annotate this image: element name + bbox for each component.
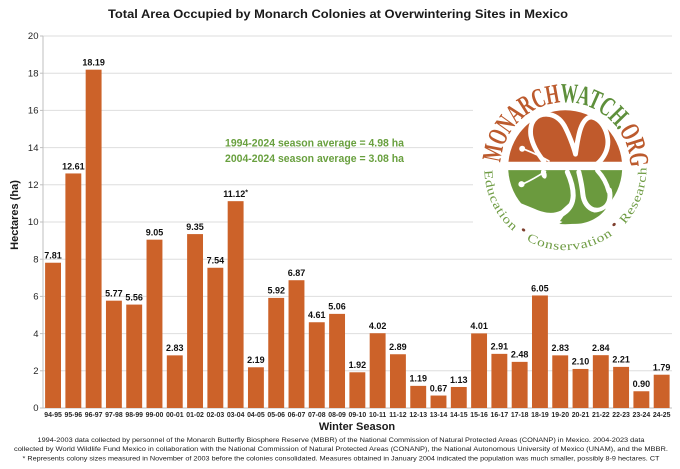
- svg-text:9.35: 9.35: [186, 222, 204, 232]
- svg-text:2.19: 2.19: [247, 355, 265, 365]
- svg-text:7.54: 7.54: [207, 256, 225, 266]
- svg-text:0: 0: [33, 403, 38, 414]
- svg-text:5.56: 5.56: [125, 292, 143, 302]
- svg-text:94-95: 94-95: [44, 412, 62, 419]
- svg-text:Total Area Occupied by Monarch: Total Area Occupied by Monarch Colonies …: [108, 7, 568, 21]
- svg-text:16: 16: [28, 106, 39, 117]
- svg-text:6.87: 6.87: [288, 268, 306, 278]
- svg-text:1994-2024 season average = 4.9: 1994-2024 season average = 4.98 ha: [225, 137, 405, 149]
- svg-text:0.67: 0.67: [430, 383, 448, 393]
- svg-text:9.05: 9.05: [146, 227, 164, 237]
- svg-text:1.79: 1.79: [653, 363, 671, 373]
- svg-text:12-13: 12-13: [409, 412, 427, 419]
- svg-text:17-18: 17-18: [511, 412, 529, 419]
- svg-text:0.90: 0.90: [633, 379, 651, 389]
- svg-text:8: 8: [33, 254, 38, 265]
- svg-text:14-15: 14-15: [450, 412, 468, 419]
- svg-text:collected by World Wildlife Fu: collected by World Wildlife Fund Mexico …: [14, 446, 668, 453]
- svg-text:96-97: 96-97: [85, 412, 103, 419]
- svg-text:23-24: 23-24: [633, 412, 651, 419]
- svg-text:13-14: 13-14: [430, 412, 448, 419]
- svg-text:4.01: 4.01: [470, 321, 488, 331]
- svg-text:07-08: 07-08: [308, 412, 326, 419]
- svg-text:2: 2: [33, 366, 38, 377]
- svg-text:2.10: 2.10: [572, 357, 590, 367]
- svg-text:00-01: 00-01: [166, 412, 184, 419]
- svg-text:6: 6: [33, 292, 38, 303]
- svg-text:6.05: 6.05: [531, 283, 549, 293]
- svg-text:95-96: 95-96: [65, 412, 83, 419]
- svg-text:20-21: 20-21: [572, 412, 590, 419]
- svg-text:12: 12: [28, 180, 39, 191]
- svg-text:03-04: 03-04: [227, 412, 245, 419]
- svg-text:2.84: 2.84: [592, 343, 610, 353]
- svg-text:18.19: 18.19: [82, 57, 105, 67]
- svg-text:Winter Season: Winter Season: [319, 421, 396, 433]
- svg-text:Hectares (ha): Hectares (ha): [9, 180, 21, 250]
- svg-text:2.89: 2.89: [389, 342, 407, 352]
- svg-text:21-22: 21-22: [592, 412, 610, 419]
- svg-text:19-20: 19-20: [551, 412, 569, 419]
- svg-text:04-05: 04-05: [247, 412, 265, 419]
- svg-text:11.12*: 11.12*: [223, 189, 248, 199]
- svg-text:10: 10: [28, 217, 39, 228]
- svg-text:1.19: 1.19: [409, 374, 427, 384]
- svg-text:08-09: 08-09: [328, 412, 346, 419]
- svg-text:99-00: 99-00: [146, 412, 164, 419]
- svg-text:10-11: 10-11: [369, 412, 386, 419]
- svg-text:06-07: 06-07: [288, 412, 306, 419]
- svg-text:98-99: 98-99: [125, 412, 143, 419]
- svg-text:5.77: 5.77: [105, 288, 123, 298]
- svg-text:24-25: 24-25: [653, 412, 671, 419]
- svg-text:20: 20: [28, 31, 39, 42]
- svg-text:15-16: 15-16: [470, 412, 488, 419]
- svg-text:02-03: 02-03: [207, 412, 225, 419]
- svg-text:5.92: 5.92: [267, 286, 285, 296]
- svg-text:4: 4: [33, 329, 38, 340]
- svg-text:7.81: 7.81: [44, 251, 62, 261]
- svg-text:5.06: 5.06: [328, 302, 346, 312]
- svg-text:18: 18: [28, 68, 39, 79]
- svg-text:4.02: 4.02: [369, 321, 387, 331]
- svg-text:14: 14: [28, 143, 39, 154]
- svg-text:2.83: 2.83: [551, 343, 569, 353]
- svg-text:05-06: 05-06: [267, 412, 285, 419]
- svg-text:01-02: 01-02: [186, 412, 204, 419]
- svg-text:97-98: 97-98: [105, 412, 123, 419]
- svg-text:11-12: 11-12: [389, 412, 406, 419]
- svg-text:1.92: 1.92: [349, 360, 367, 370]
- svg-text:2.21: 2.21: [612, 355, 630, 365]
- svg-text:4.61: 4.61: [308, 310, 326, 320]
- svg-text:2.83: 2.83: [166, 343, 184, 353]
- svg-text:1.13: 1.13: [450, 375, 468, 385]
- svg-text:16-17: 16-17: [491, 412, 509, 419]
- svg-text:* Represents colony sizes meas: * Represents colony sizes measured in No…: [23, 456, 660, 463]
- svg-text:22-23: 22-23: [612, 412, 630, 419]
- svg-text:18-19: 18-19: [531, 412, 549, 419]
- svg-text:2.48: 2.48: [511, 350, 529, 360]
- svg-text:12.61: 12.61: [62, 161, 85, 171]
- svg-text:2004-2024 season average = 3.0: 2004-2024 season average = 3.08 ha: [225, 153, 405, 165]
- svg-text:09-10: 09-10: [349, 412, 367, 419]
- svg-text:2.91: 2.91: [491, 342, 509, 352]
- svg-text:1994-2003 data collected by pe: 1994-2003 data collected by personnel of…: [38, 437, 645, 444]
